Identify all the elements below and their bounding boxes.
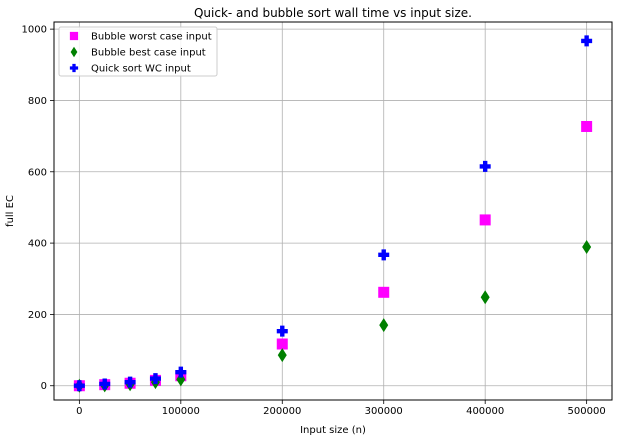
- legend-marker: [69, 31, 79, 41]
- x-tick-label: 100000: [162, 406, 200, 417]
- legend-label: Quick sort WC input: [91, 64, 191, 75]
- data-point: [582, 240, 592, 255]
- legend-box: [58, 26, 218, 77]
- legend-marker: [70, 46, 78, 58]
- x-axis-label: Input size (n): [300, 425, 366, 436]
- data-point: [581, 120, 593, 132]
- data-point: [276, 325, 288, 337]
- legend-label: Bubble worst case input: [91, 32, 212, 43]
- data-point: [378, 286, 390, 298]
- y-tick-label: 600: [28, 167, 47, 178]
- data-point: [479, 160, 491, 172]
- legend-marker: [69, 63, 79, 73]
- chart-title: Quick- and bubble sort wall time vs inpu…: [194, 6, 472, 20]
- x-tick-label: 300000: [365, 406, 403, 417]
- axis-ticks: 0 100000 200000 300000 400000 500000 0 200 400 60…: [22, 25, 606, 417]
- y-tick-label: 200: [28, 310, 47, 321]
- x-tick-label: 500000: [568, 406, 606, 417]
- legend: Bubble worst case input Bubble best case …: [58, 26, 218, 77]
- data-point: [479, 214, 491, 226]
- data-point: [581, 35, 593, 47]
- legend-item: Bubble best case input: [70, 46, 206, 59]
- plot-area-frame: [53, 21, 613, 401]
- data-point: [480, 290, 490, 305]
- data-point: [379, 318, 389, 333]
- data-points: [73, 35, 593, 393]
- y-tick-label: 800: [28, 96, 47, 107]
- data-point: [378, 249, 390, 261]
- x-tick-label: 0: [76, 406, 82, 417]
- legend-label: Bubble best case input: [91, 48, 206, 59]
- x-tick-label: 200000: [263, 406, 301, 417]
- data-point: [149, 373, 161, 385]
- grid: [54, 22, 612, 400]
- y-tick-label: 0: [41, 381, 47, 392]
- y-tick-label: 1000: [22, 25, 47, 36]
- y-axis-label: full EC: [5, 195, 16, 227]
- x-tick-label: 400000: [466, 406, 504, 417]
- data-point: [175, 366, 187, 378]
- data-point: [277, 348, 287, 363]
- legend-item: Bubble worst case input: [69, 31, 212, 43]
- data-point: [73, 380, 85, 392]
- data-point: [276, 338, 288, 350]
- legend-item: Quick sort WC input: [69, 63, 191, 75]
- data-point: [124, 376, 136, 388]
- series-plus: [73, 35, 593, 392]
- data-point: [176, 372, 186, 387]
- data-point: [99, 378, 111, 390]
- y-tick-label: 400: [28, 239, 47, 250]
